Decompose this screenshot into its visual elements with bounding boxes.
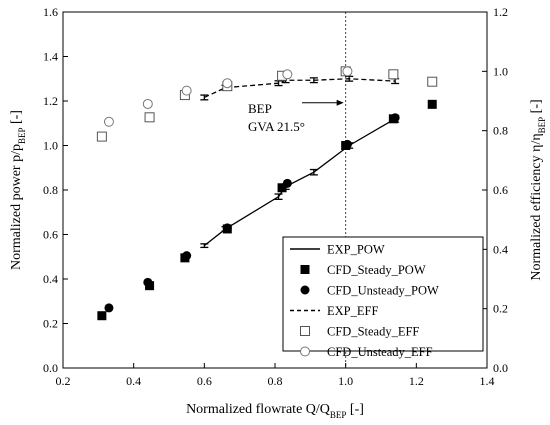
y-left-tick-label: 0.0 (43, 361, 58, 375)
axes-layer: 0.2 0.4 0.6 0.8 1.0 1.2 1.40.00.20.40.60.81.01… (9, 5, 547, 420)
legend-swatch (300, 265, 310, 274)
cfd-unsteady-pow-point (390, 113, 400, 123)
legend-label: EXP_POW (327, 243, 385, 257)
cfd-unsteady-pow-point (222, 223, 232, 233)
cfd-unsteady-eff-point (181, 85, 192, 96)
y-right-tick-label: 0.8 (493, 124, 508, 138)
x-tick-label: 0.6 (197, 374, 212, 388)
legend-label: CFD_Steady_EFF (327, 325, 419, 339)
exp-eff-errorbar (274, 80, 283, 87)
cfd-unsteady-pow-point (342, 139, 352, 149)
annotation-arrow-head (336, 99, 344, 106)
exp-pow-errorbar (200, 243, 209, 249)
y-right-tick-label: 0.2 (493, 302, 508, 316)
cfd-steady-eff-point (388, 69, 399, 80)
cfd-unsteady-pow-point (143, 277, 153, 287)
series-layer (96, 66, 438, 321)
cfd-unsteady-eff-point (142, 98, 153, 109)
y-right-tick-label: 0.6 (493, 183, 508, 197)
y-left-tick-label: 0.4 (43, 272, 58, 286)
legend-item-cfd-unsteady-eff: CFD_Unsteady_EFF (300, 345, 433, 359)
y-right-axis-title: Normalized efficiency η/ηBEP [-] (529, 99, 547, 280)
cfd-unsteady-pow-point (282, 178, 292, 188)
cfd-unsteady-eff-point (103, 116, 114, 127)
cfd-steady-eff-point (96, 131, 107, 142)
legend-item-cfd-steady-pow: CFD_Steady_POW (300, 263, 426, 277)
exp-pow-line (203, 118, 396, 247)
annotation-label-line1: BEP (248, 101, 272, 116)
legend: EXP_POW CFD_Steady_POW CFD_Unsteady_POW EXP… (282, 236, 484, 359)
x-axis-title: Normalized flowrate Q/QBEP [-] (186, 402, 364, 420)
y-left-tick-label: 1.2 (43, 94, 58, 108)
annotation-layer: BEP GVA 21.5° (248, 99, 344, 134)
exp-eff-errorbar (391, 78, 400, 85)
x-tick-label: 1.2 (409, 374, 424, 388)
legend-item-exp-pow: EXP_POW (290, 243, 385, 257)
cfd-unsteady-pow-point (104, 303, 114, 313)
exp-pow-errorbar (309, 168, 318, 176)
exp-eff-errorbar (200, 94, 209, 101)
y-left-tick-label: 1.0 (43, 139, 58, 153)
y-right-tick-label: 1.2 (493, 5, 508, 19)
exp-eff-errorbar (345, 75, 354, 82)
legend-swatch (300, 285, 310, 295)
legend-label: CFD_Unsteady_EFF (327, 345, 433, 359)
cfd-steady-eff-point (427, 76, 438, 87)
cfd-unsteady-eff-point (222, 78, 233, 89)
x-tick-label: 1.0 (338, 374, 353, 388)
cfd-steady-pow-point (277, 183, 287, 193)
legend-label: EXP_EFF (327, 304, 378, 318)
legend-swatch (300, 326, 310, 336)
y-left-tick-label: 1.4 (43, 50, 58, 64)
cfd-steady-eff-point (144, 112, 155, 123)
legend-item-exp-eff: EXP_EFF (290, 304, 378, 318)
exp-eff-errorbar (309, 77, 318, 84)
y-left-tick-label: 1.6 (43, 5, 58, 19)
y-right-tick-label: 0.4 (493, 242, 508, 256)
y-left-tick-label: 0.2 (43, 317, 58, 331)
y-left-axis-title: Normalized power p/pBEP [-] (9, 110, 27, 270)
x-tick-label: 1.4 (480, 374, 495, 388)
cfd-steady-pow-point (97, 311, 107, 321)
x-tick-label: 0.4 (126, 374, 141, 388)
cfd-unsteady-eff-point (342, 66, 353, 77)
legend-box (282, 236, 484, 352)
legend-swatch (300, 346, 310, 357)
legend-item-cfd-steady-eff: CFD_Steady_EFF (300, 325, 419, 339)
x-tick-label: 0.2 (56, 374, 71, 388)
annotation-label-line2: GVA 21.5° (248, 119, 305, 134)
legend-item-cfd-unsteady-pow: CFD_Unsteady_POW (300, 284, 439, 298)
y-right-tick-label: 1.0 (493, 64, 508, 78)
cfd-steady-pow-point (427, 99, 437, 109)
exp-pow-errorbar (274, 193, 283, 200)
legend-label: CFD_Steady_POW (327, 263, 426, 277)
x-tick-label: 0.8 (268, 374, 283, 388)
y-left-tick-label: 0.6 (43, 228, 58, 242)
cfd-unsteady-pow-point (182, 251, 192, 261)
y-right-tick-label: 0.0 (493, 361, 508, 375)
y-left-tick-label: 0.8 (43, 183, 58, 197)
legend-label: CFD_Unsteady_POW (327, 284, 439, 298)
cfd-unsteady-eff-point (282, 69, 293, 80)
exp-eff-line (204, 78, 396, 99)
